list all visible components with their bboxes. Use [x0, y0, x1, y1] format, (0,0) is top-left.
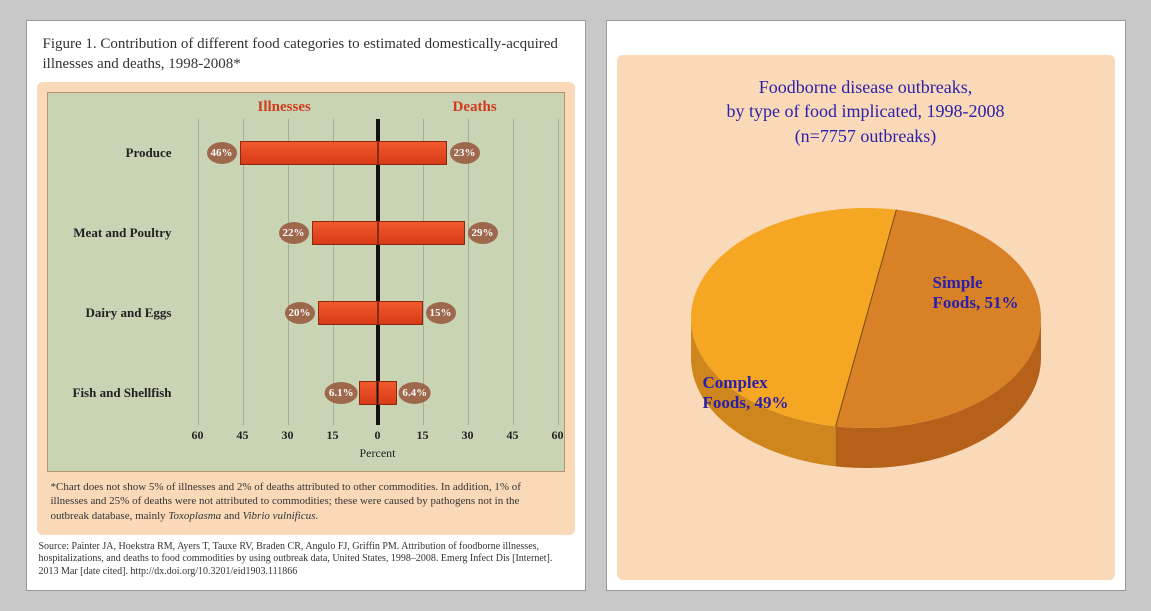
pct-bubble-illnesses: 46%: [207, 142, 237, 164]
pie-title-line3: (n=7757 outbreaks): [795, 126, 937, 146]
footnote-ital-1: Toxoplasma: [168, 510, 221, 522]
x-tick-label: 15: [417, 428, 429, 443]
bar-deaths: [378, 381, 397, 405]
pie-chart: [646, 158, 1086, 488]
pct-bubble-deaths: 6.4%: [398, 382, 431, 404]
pie-title: Foodborne disease outbreaks, by type of …: [643, 75, 1089, 148]
figure1-footnote: *Chart does not show 5% of illnesses and…: [51, 480, 561, 523]
diverging-bar-chart: Illnesses Deaths 60 45 30 15 0 15 30 45 60 Percent P…: [47, 92, 565, 472]
pct-bubble-illnesses: 22%: [279, 222, 309, 244]
figure1-source: Source: Painter JA, Hoekstra RM, Ayers T…: [39, 541, 573, 579]
x-axis-title: Percent: [360, 446, 396, 461]
bar-illnesses: [312, 221, 378, 245]
gridline: [513, 119, 514, 425]
category-label: Produce: [52, 145, 172, 161]
pct-bubble-deaths: 29%: [468, 222, 498, 244]
pie-label-complex-line1: Complex: [703, 373, 768, 392]
pct-bubble-deaths: 23%: [450, 142, 480, 164]
pie-card: Foodborne disease outbreaks, by type of …: [617, 55, 1115, 580]
bar-illnesses: [318, 301, 378, 325]
pct-bubble-deaths: 15%: [426, 302, 456, 324]
bar-deaths: [378, 221, 465, 245]
pie-label-complex: Complex Foods, 49%: [703, 373, 789, 414]
bar-deaths: [378, 141, 447, 165]
footnote-text-b: and: [221, 510, 242, 522]
x-tick-label: 30: [282, 428, 294, 443]
x-tick-label: 15: [327, 428, 339, 443]
figure1-panel: Figure 1. Contribution of different food…: [26, 20, 586, 591]
bar-illnesses: [359, 381, 377, 405]
gridline: [198, 119, 199, 425]
x-tick-label: 60: [552, 428, 564, 443]
category-label: Fish and Shellfish: [52, 385, 172, 401]
column-heading-deaths: Deaths: [453, 99, 497, 116]
footnote-ital-2: Vibrio vulnificus: [243, 510, 316, 522]
x-tick-label: 45: [237, 428, 249, 443]
x-tick-label: 45: [507, 428, 519, 443]
gridline: [558, 119, 559, 425]
category-label: Meat and Poultry: [52, 225, 172, 241]
pie-label-simple-line2: Foods, 51%: [933, 293, 1019, 312]
pct-bubble-illnesses: 6.1%: [325, 382, 358, 404]
footnote-text-c: .: [315, 510, 318, 522]
pie-label-complex-line2: Foods, 49%: [703, 393, 789, 412]
x-tick-label: 30: [462, 428, 474, 443]
category-label: Dairy and Eggs: [52, 305, 172, 321]
pie-title-line1: Foodborne disease outbreaks,: [759, 77, 972, 97]
pct-bubble-illnesses: 20%: [285, 302, 315, 324]
pie-panel: Foodborne disease outbreaks, by type of …: [606, 20, 1126, 591]
figure1-title: Figure 1. Contribution of different food…: [43, 35, 569, 74]
bar-deaths: [378, 301, 423, 325]
column-heading-illnesses: Illnesses: [258, 99, 311, 116]
pie-label-simple-line1: Simple: [933, 273, 983, 292]
bar-illnesses: [240, 141, 378, 165]
pie-wrap: Simple Foods, 51% Complex Foods, 49%: [633, 158, 1099, 573]
x-tick-label: 0: [375, 428, 381, 443]
x-tick-label: 60: [192, 428, 204, 443]
pie-label-simple: Simple Foods, 51%: [933, 273, 1019, 314]
gridline: [468, 119, 469, 425]
pie-title-line2: by type of food implicated, 1998-2008: [727, 101, 1005, 121]
figure1-card: Illnesses Deaths 60 45 30 15 0 15 30 45 60 Percent P…: [37, 82, 575, 535]
